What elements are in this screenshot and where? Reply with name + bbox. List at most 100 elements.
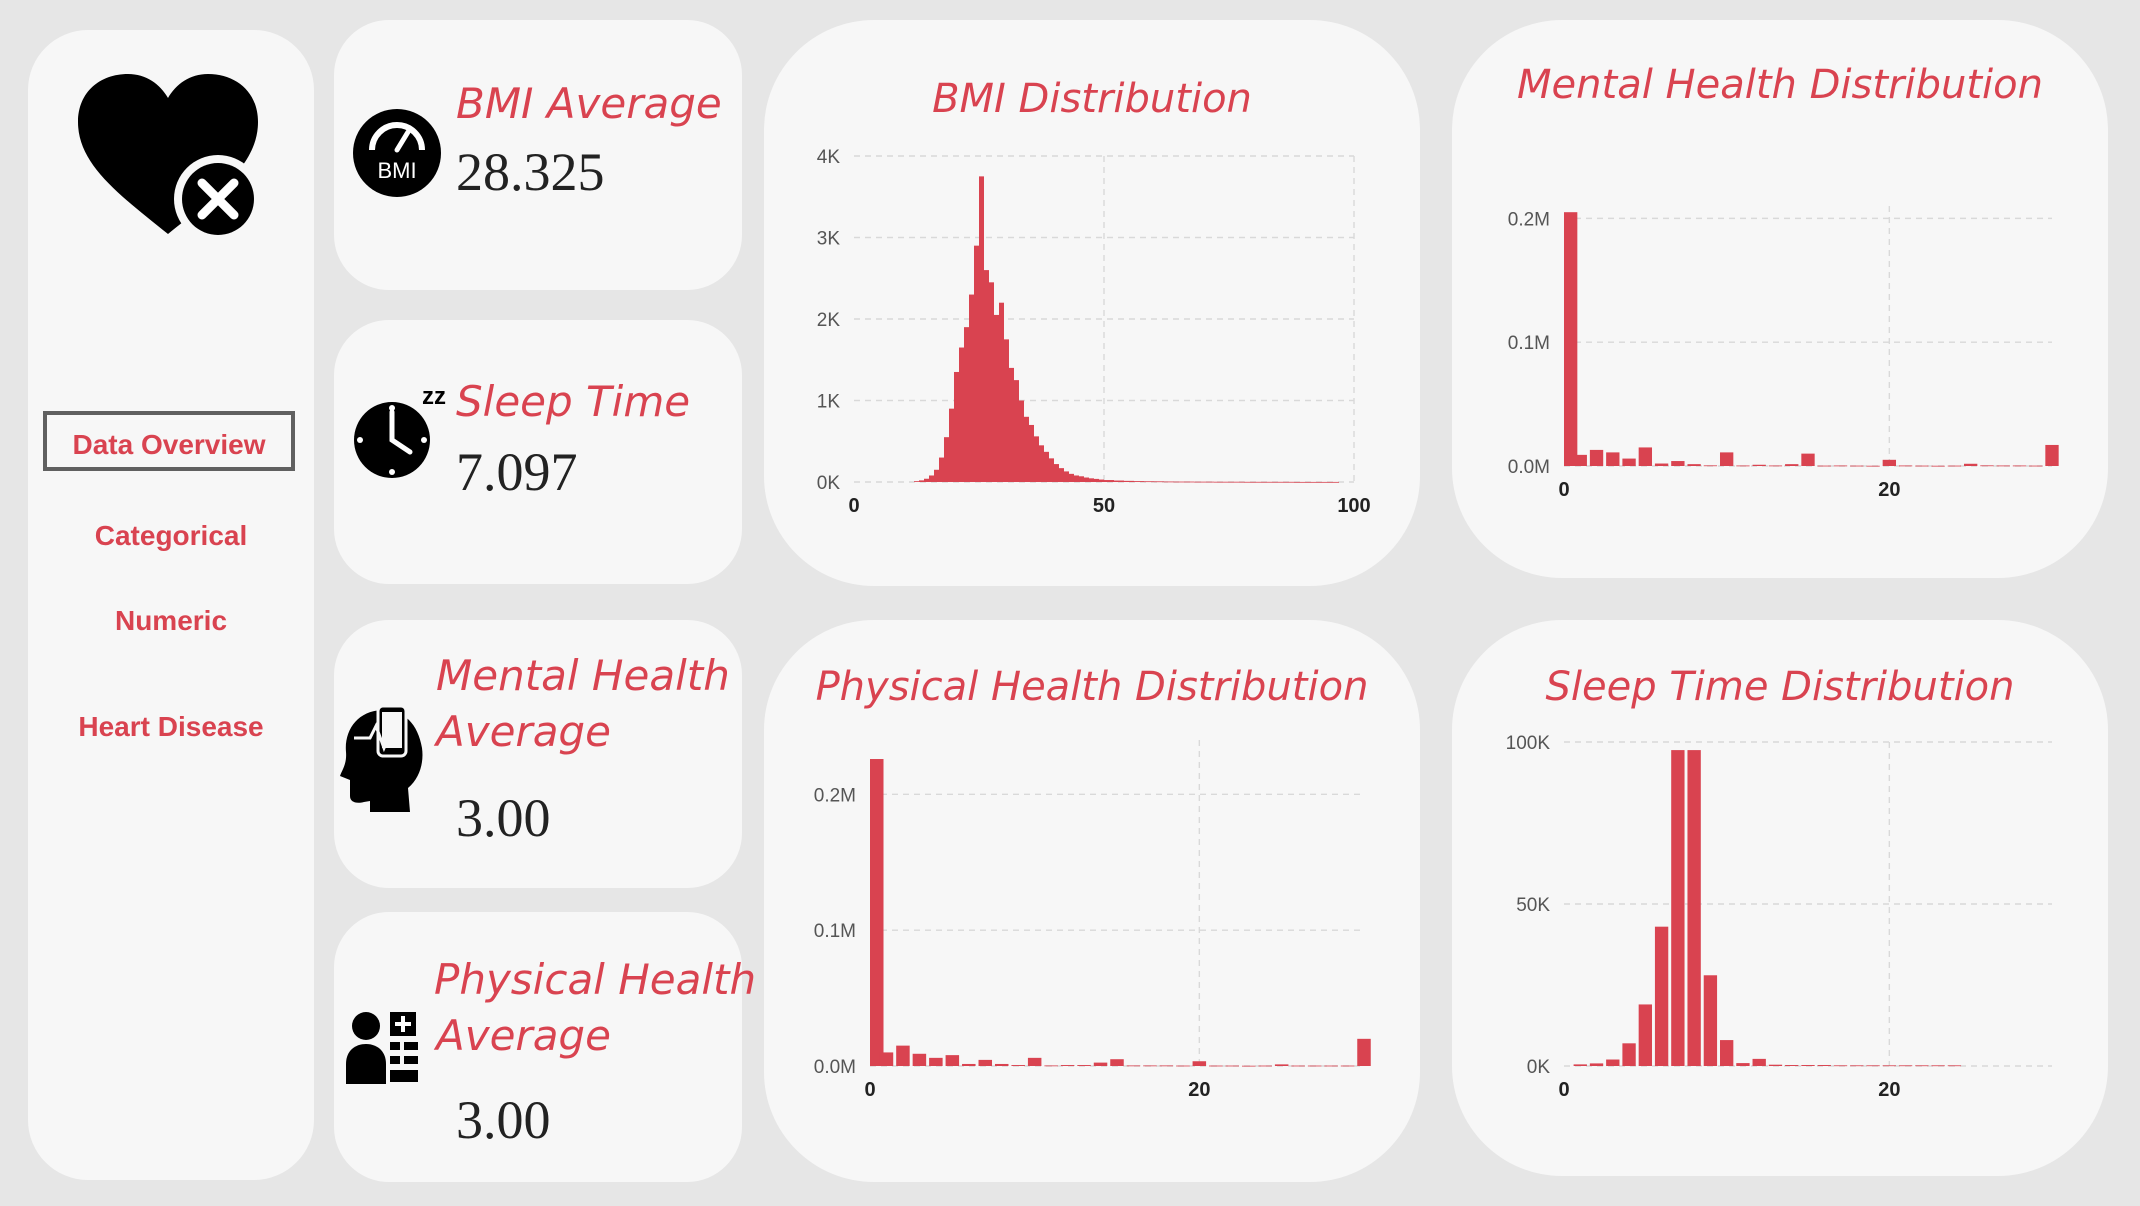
bar	[1573, 1064, 1587, 1066]
bar	[1833, 1065, 1848, 1067]
sleep-histogram: 0K 50K 100K 0 20	[1506, 733, 2052, 1101]
mental-chart-title: Mental Health Distribution	[1517, 62, 2043, 108]
bar	[962, 1063, 976, 1066]
bar	[1334, 481, 1339, 483]
bar	[1736, 1063, 1750, 1066]
x-tick-label: 100	[1337, 495, 1370, 517]
bar	[912, 1053, 927, 1066]
bar	[1209, 1065, 1223, 1067]
bar	[1274, 1064, 1289, 1066]
bar	[939, 457, 944, 482]
nav-panel: Data Overview Categorical Numeric Heart …	[28, 30, 314, 1180]
bar	[1980, 465, 1994, 467]
bar	[1204, 481, 1214, 483]
bar	[1703, 465, 1718, 467]
bar	[929, 1057, 943, 1066]
bar	[1039, 445, 1044, 482]
bar	[929, 475, 934, 482]
bar	[1014, 380, 1019, 482]
y-tick-label: 0.2M	[814, 785, 856, 806]
y-tick-label: 100K	[1506, 733, 1551, 754]
bar	[1703, 975, 1718, 1066]
bar	[934, 469, 939, 482]
x-tick-label: 50	[1093, 495, 1115, 517]
bar	[1768, 465, 1783, 467]
bar	[1099, 479, 1104, 482]
bar	[1817, 465, 1831, 467]
bar	[1089, 478, 1094, 482]
y-tick-label: 1K	[817, 392, 841, 413]
bar	[1719, 452, 1734, 466]
kpi-sleep-value: 7.097	[456, 442, 578, 502]
bar	[974, 245, 979, 482]
x-tick-label: 20	[1878, 1079, 1900, 1101]
bar	[1093, 1062, 1108, 1066]
bar	[1931, 1065, 1945, 1067]
bar	[1110, 1059, 1124, 1066]
bar	[1898, 1065, 1913, 1067]
bar	[1752, 464, 1766, 466]
bar	[1176, 1065, 1190, 1067]
bar	[1049, 458, 1054, 482]
bar	[959, 347, 964, 482]
mental-distribution-card: Mental Health Distribution 0.0M 0.1M 0.2M 0…	[1452, 20, 2108, 578]
bar	[1866, 465, 1880, 467]
bar	[1044, 1065, 1058, 1067]
kpi-physical-title-line1: Physical Health	[434, 955, 757, 1004]
bar	[1054, 464, 1059, 482]
bar	[1143, 1065, 1157, 1067]
nav-numeric[interactable]: Numeric	[114, 605, 228, 636]
bar	[1931, 465, 1945, 467]
physical-chart-title: Physical Health Distribution	[815, 664, 1369, 710]
y-tick-label: 50K	[1516, 895, 1550, 916]
bar	[919, 480, 924, 482]
bar	[1234, 481, 1244, 483]
nav-data-overview[interactable]: Data Overview	[43, 411, 295, 471]
bar	[896, 1045, 910, 1066]
bar	[1850, 465, 1864, 467]
bar	[1164, 481, 1174, 483]
mental-histogram: 0.0M 0.1M 0.2M 0 20	[1508, 206, 2059, 501]
kpi-physical-title-line2: Average	[436, 1011, 611, 1060]
y-tick-label: 4K	[817, 147, 841, 168]
bar	[1059, 468, 1064, 482]
bar	[1719, 1040, 1734, 1066]
sleep-icon-text: zz	[422, 383, 446, 410]
bar	[1304, 481, 1314, 483]
bar	[1606, 452, 1620, 466]
kpi-bmi-value: 28.325	[456, 142, 605, 202]
bar	[1154, 481, 1164, 483]
bar	[1126, 1065, 1141, 1067]
physical-histogram: 0.0M 0.1M 0.2M 0 20	[814, 740, 1371, 1101]
kpi-mental-title-line1: Mental Health	[436, 651, 730, 700]
bmi-gauge-icon: BMI	[352, 108, 442, 198]
bar	[1294, 481, 1304, 483]
bar	[1084, 477, 1089, 482]
kpi-sleep-card: zz Sleep Time 7.097	[334, 320, 742, 584]
bar	[1291, 1065, 1305, 1067]
bar	[978, 1059, 993, 1066]
x-tick-label: 20	[1188, 1079, 1210, 1101]
bar	[1882, 1065, 1897, 1067]
y-tick-label: 0K	[1527, 1057, 1551, 1078]
bar	[999, 302, 1004, 482]
bar	[914, 481, 919, 482]
bar	[1687, 464, 1701, 466]
bar	[1024, 416, 1029, 482]
nav-heart-disease[interactable]: Heart Disease	[78, 711, 264, 742]
bar	[924, 478, 929, 482]
bar	[1357, 1038, 1371, 1066]
bar	[994, 1063, 1009, 1066]
heart-x-icon	[78, 74, 268, 244]
y-tick-label: 3K	[817, 229, 841, 250]
bar	[1340, 1065, 1355, 1067]
bar	[1768, 1064, 1783, 1066]
bar	[1996, 465, 2010, 467]
bar	[1244, 481, 1254, 483]
bar	[2029, 465, 2043, 467]
nav-categorical[interactable]: Categorical	[94, 520, 248, 551]
bar	[1564, 212, 1578, 466]
x-tick-label: 20	[1878, 479, 1900, 501]
bar	[1638, 447, 1653, 466]
physical-distribution-card: Physical Health Distribution 0.0M 0.1M 0.2…	[764, 620, 1420, 1182]
